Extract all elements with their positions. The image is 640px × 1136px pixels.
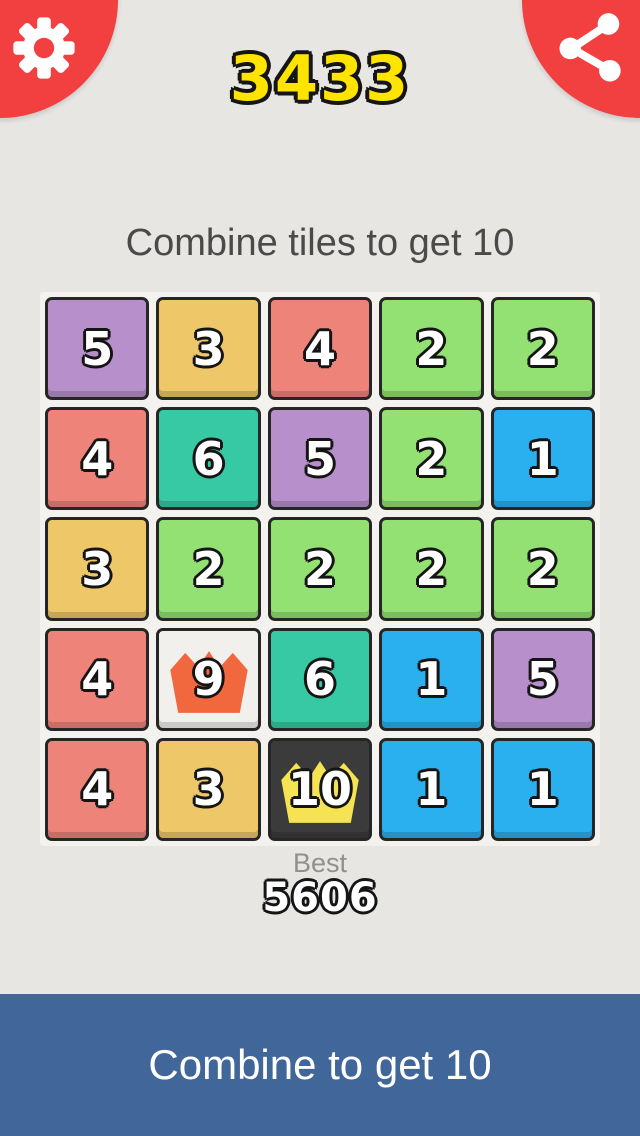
board: 5 3 4 2 2 4 6 5 2 1 3 2 [40,292,600,846]
tile-number: 2 [526,541,559,596]
tile-9[interactable]: 9 [156,627,261,731]
tile-2[interactable]: 2 [379,297,484,401]
tile-2[interactable]: 2 [379,517,484,621]
tile-5[interactable]: 5 [45,297,150,401]
tile-2[interactable]: 2 [267,517,373,621]
tile-number: 2 [526,321,559,376]
tile-4[interactable]: 4 [45,737,150,841]
tile-3[interactable]: 3 [45,517,150,621]
tile-2[interactable]: 2 [490,297,595,401]
tile-number: 5 [303,431,336,486]
tile-number: 2 [415,321,448,376]
gear-icon [13,17,75,79]
tile-4[interactable]: 4 [45,627,150,731]
tile-number: 1 [526,431,559,486]
crown-icon [169,651,248,714]
tile-6[interactable]: 6 [267,627,373,731]
tile-5[interactable]: 5 [267,407,373,511]
tile-4[interactable]: 4 [267,297,373,401]
tile-1[interactable]: 1 [379,737,484,841]
instruction-text: Combine tiles to get 10 [125,222,515,264]
tile-number: 1 [526,762,559,817]
best-label: Best [292,848,348,878]
tile-number: 4 [81,762,114,817]
tile-number: 2 [415,431,448,486]
tile-2[interactable]: 2 [156,517,261,621]
tile-number: 3 [81,541,114,596]
tile-1[interactable]: 1 [490,737,595,841]
tile-1[interactable]: 1 [379,627,484,731]
tile-number: 10 [287,762,352,817]
crown-icon [281,761,359,824]
footer-label: Combine to get 10 [148,1041,492,1088]
tile-10[interactable]: 10 [267,737,373,841]
tile-number: 6 [192,431,225,486]
settings-button[interactable] [0,0,118,118]
tile-4[interactable]: 4 [45,407,150,511]
tile-number: 1 [415,652,448,707]
tile-number: 9 [192,652,225,707]
footer-banner: Combine to get 10 [0,994,640,1136]
tile-number: 2 [303,541,336,596]
share-icon [559,13,621,82]
tile-6[interactable]: 6 [156,407,261,511]
tile-number: 2 [192,541,225,596]
tile-number: 5 [526,652,559,707]
tile-number: 3 [192,321,225,376]
tile-number: 5 [81,321,114,376]
tile-3[interactable]: 3 [156,297,261,401]
score-display: 3433 [229,42,411,115]
tile-number: 4 [81,652,114,707]
tile-number: 2 [415,541,448,596]
tile-number: 4 [81,431,114,486]
tile-5[interactable]: 5 [490,627,595,731]
tile-number: 1 [415,762,448,817]
tile-number: 3 [192,762,225,817]
tile-number: 4 [303,321,336,376]
tile-3[interactable]: 3 [156,737,261,841]
best-value: 5606 [262,875,378,921]
tile-number: 6 [303,652,336,707]
tile-2[interactable]: 2 [379,407,484,511]
tile-1[interactable]: 1 [490,407,595,511]
tile-2[interactable]: 2 [490,517,595,621]
